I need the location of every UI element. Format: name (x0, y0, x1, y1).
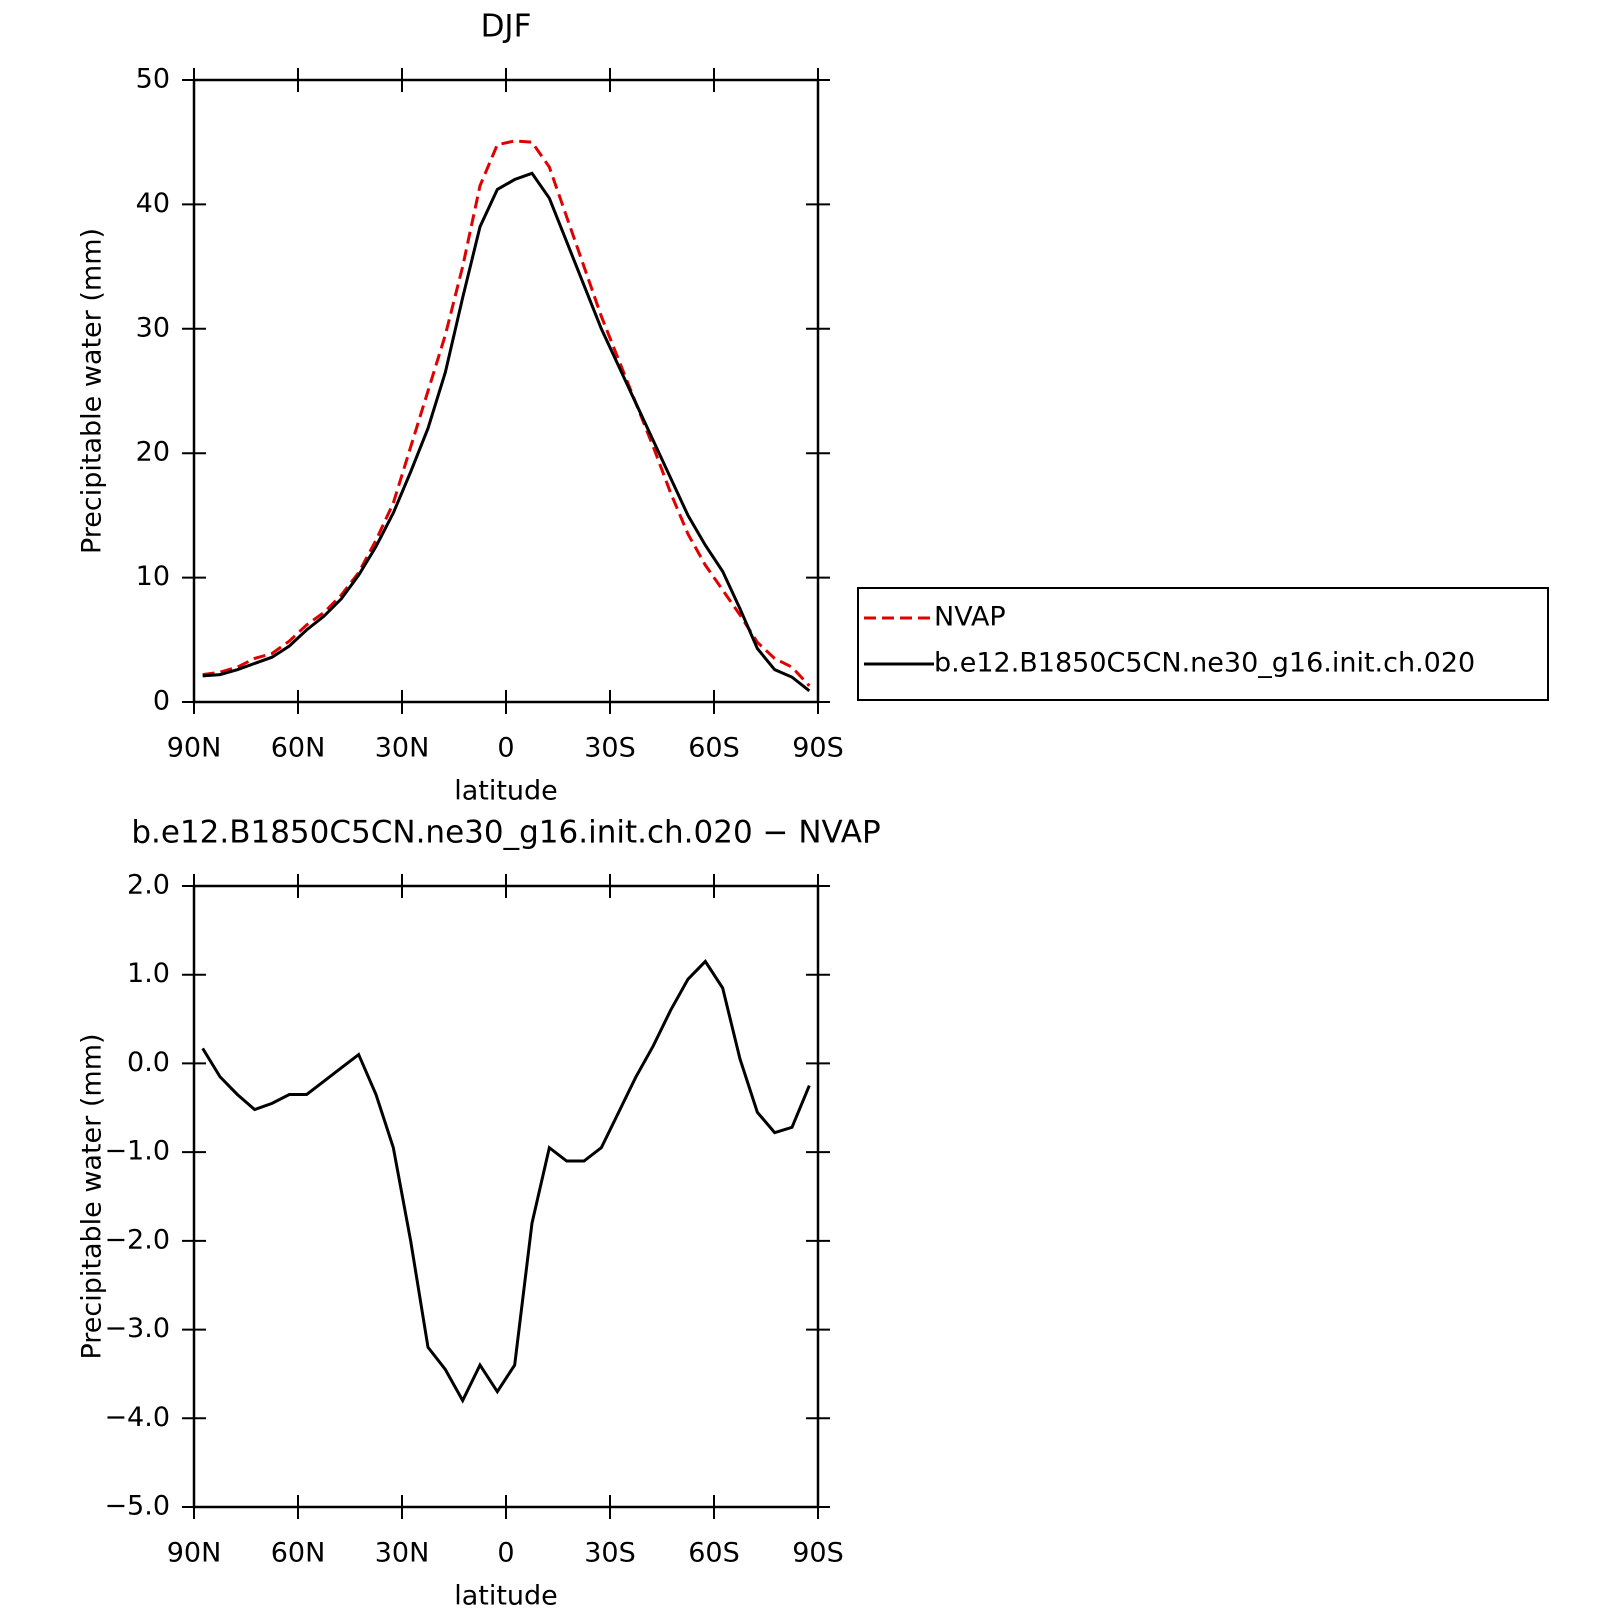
x-tick-label: 90N (167, 733, 222, 764)
y-tick-label: 10 (136, 561, 170, 592)
x-tick-label: 90N (167, 1538, 222, 1569)
x-tick-label: 60N (271, 733, 326, 764)
plot-frame (192, 884, 820, 1509)
y-axis-label: Precipitable water (mm) (77, 1033, 108, 1359)
data-line (202, 139, 811, 687)
y-tick-label: 2.0 (127, 870, 170, 901)
x-tick-label: 30S (584, 1538, 636, 1569)
y-tick-label: 30 (136, 312, 170, 343)
legend-label: b.e12.B1850C5CN.ne30_g16.init.ch.020 (934, 648, 1475, 679)
y-tick-label: −5.0 (104, 1491, 170, 1522)
y-tick-label: 40 (136, 188, 170, 219)
y-tick-label: −1.0 (104, 1136, 170, 1167)
legend-box (857, 587, 1549, 701)
y-axis-label: Precipitable water (mm) (77, 228, 108, 554)
y-tick-label: −4.0 (104, 1402, 170, 1433)
x-tick-label: 0 (497, 1538, 514, 1569)
chart-title: b.e12.B1850C5CN.ne30_g16.init.ch.020 − N… (131, 815, 880, 851)
y-tick-label: 20 (136, 437, 170, 468)
y-tick-label: 50 (136, 64, 170, 95)
legend-label: NVAP (934, 602, 1006, 633)
y-tick-label: 1.0 (127, 958, 170, 989)
data-line (202, 171, 811, 692)
y-tick-label: −3.0 (104, 1313, 170, 1344)
x-tick-label: 0 (497, 733, 514, 764)
data-line (201, 959, 811, 1404)
x-tick-label: 60N (271, 1538, 326, 1569)
y-tick-label: −2.0 (104, 1224, 170, 1255)
chart-title: DJF (481, 9, 532, 45)
x-axis-label: latitude (454, 1581, 558, 1612)
x-tick-label: 30N (375, 1538, 430, 1569)
plot-frame (192, 78, 820, 704)
x-tick-label: 90S (792, 1538, 844, 1569)
y-tick-label: 0 (153, 686, 170, 717)
x-tick-label: 30N (375, 733, 430, 764)
x-axis-label: latitude (454, 776, 558, 807)
x-tick-label: 30S (584, 733, 636, 764)
x-tick-label: 90S (792, 733, 844, 764)
y-tick-label: 0.0 (127, 1047, 170, 1078)
x-tick-label: 60S (688, 733, 740, 764)
x-tick-label: 60S (688, 1538, 740, 1569)
